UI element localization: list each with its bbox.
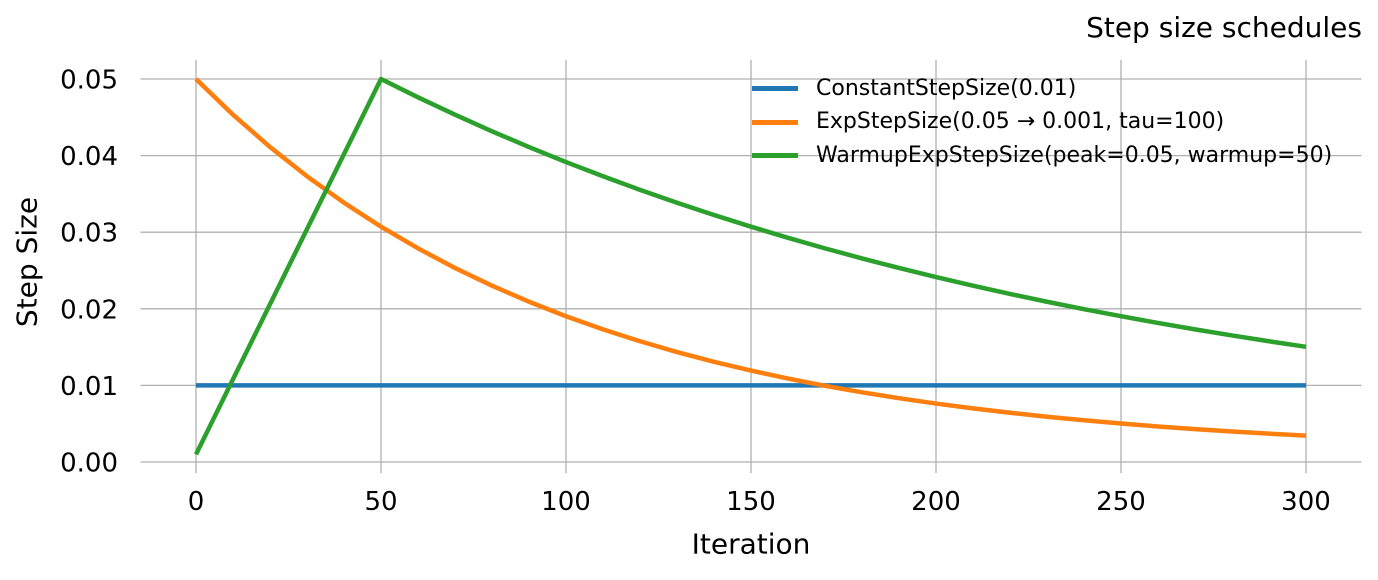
x-axis-label: Iteration: [691, 527, 811, 561]
legend-line-swatch: [752, 86, 798, 92]
y-tick-label: 0.00: [60, 448, 118, 478]
legend-label: ConstantStepSize(0.01): [816, 75, 1077, 101]
y-axis-label: Step Size: [10, 196, 44, 328]
legend-item-warmup: WarmupExpStepSize(peak=0.05, warmup=50): [752, 139, 1332, 173]
x-tick-label: 100: [541, 487, 591, 517]
y-tick-label: 0.02: [60, 295, 118, 325]
chart-title: Step size schedules: [1086, 11, 1362, 44]
x-tick-label: 0: [188, 487, 205, 517]
x-tick-label: 150: [726, 487, 776, 517]
x-tick-label: 300: [1281, 487, 1331, 517]
legend: ConstantStepSize(0.01) ExpStepSize(0.05 …: [752, 72, 1332, 173]
x-tick-label: 200: [911, 487, 961, 517]
y-tick-label: 0.05: [60, 65, 118, 95]
x-tick-label: 50: [364, 487, 397, 517]
legend-label: WarmupExpStepSize(peak=0.05, warmup=50): [816, 142, 1333, 168]
series-line-2: [193, 76, 1307, 456]
y-tick-label: 0.04: [60, 142, 118, 172]
y-tick-label: 0.03: [60, 219, 118, 249]
x-tick-label: 250: [1096, 487, 1146, 517]
legend-line-swatch: [752, 119, 798, 125]
legend-item-constant: ConstantStepSize(0.01): [752, 72, 1332, 106]
legend-item-exp: ExpStepSize(0.05 → 0.001, tau=100): [752, 106, 1332, 140]
y-tick-label: 0.01: [60, 372, 118, 402]
legend-line-swatch: [752, 153, 798, 159]
legend-label: ExpStepSize(0.05 → 0.001, tau=100): [816, 109, 1225, 135]
series-line-1: [194, 77, 1307, 438]
